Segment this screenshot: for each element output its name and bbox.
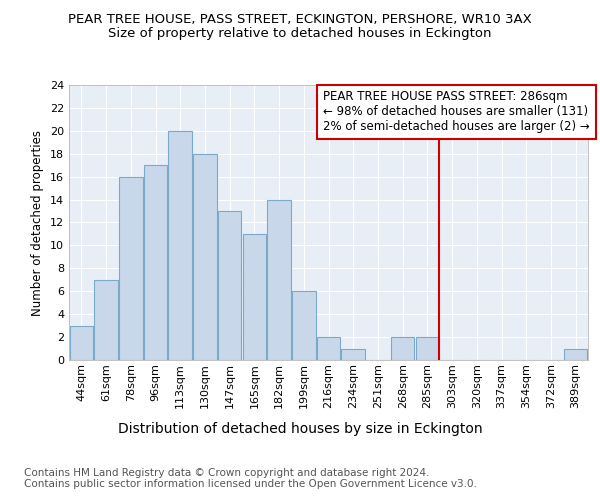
Bar xyxy=(317,337,340,360)
Text: Distribution of detached houses by size in Eckington: Distribution of detached houses by size … xyxy=(118,422,482,436)
Bar xyxy=(292,291,316,360)
Bar xyxy=(242,234,266,360)
Bar xyxy=(70,326,93,360)
Bar xyxy=(144,165,167,360)
Bar xyxy=(169,131,192,360)
Text: Contains HM Land Registry data © Crown copyright and database right 2024.
Contai: Contains HM Land Registry data © Crown c… xyxy=(24,468,477,489)
Text: PEAR TREE HOUSE PASS STREET: 286sqm
← 98% of detached houses are smaller (131)
2: PEAR TREE HOUSE PASS STREET: 286sqm ← 98… xyxy=(323,90,590,134)
Bar xyxy=(564,348,587,360)
Bar xyxy=(268,200,291,360)
Bar xyxy=(218,211,241,360)
Bar xyxy=(119,176,143,360)
Text: Size of property relative to detached houses in Eckington: Size of property relative to detached ho… xyxy=(108,28,492,40)
Y-axis label: Number of detached properties: Number of detached properties xyxy=(31,130,44,316)
Bar xyxy=(193,154,217,360)
Bar xyxy=(416,337,439,360)
Bar xyxy=(94,280,118,360)
Bar xyxy=(341,348,365,360)
Bar xyxy=(391,337,415,360)
Text: PEAR TREE HOUSE, PASS STREET, ECKINGTON, PERSHORE, WR10 3AX: PEAR TREE HOUSE, PASS STREET, ECKINGTON,… xyxy=(68,12,532,26)
